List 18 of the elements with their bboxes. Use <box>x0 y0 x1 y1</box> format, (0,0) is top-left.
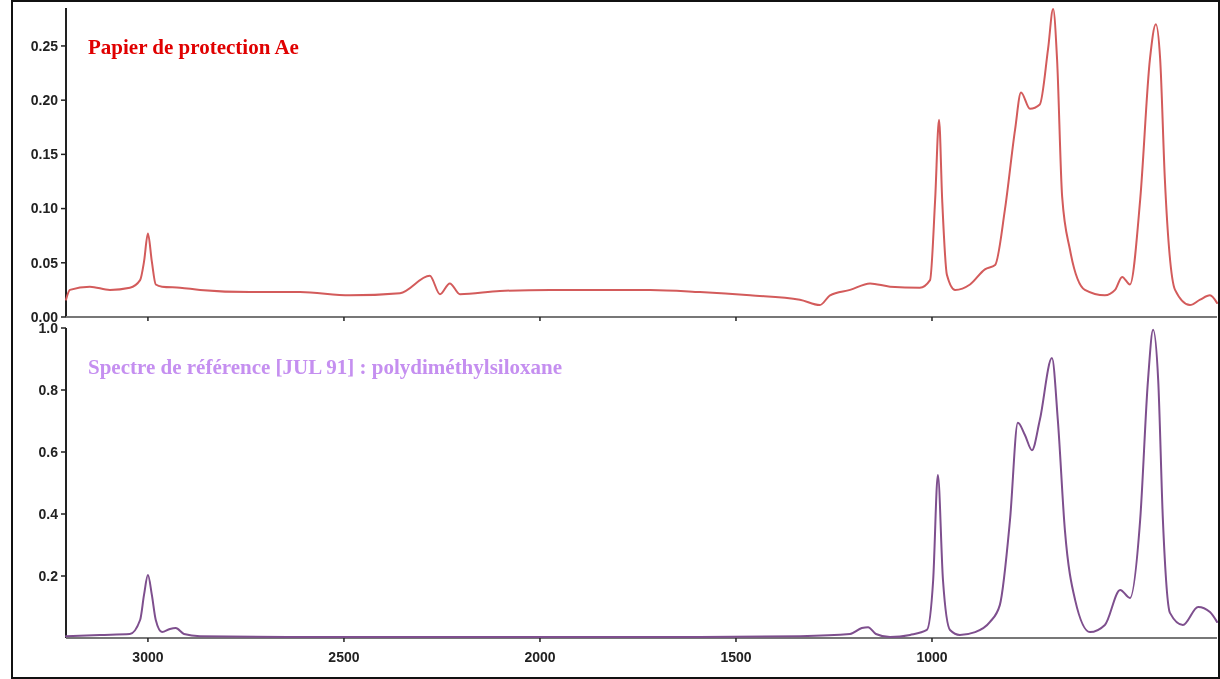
y-tick-label: 0.05 <box>30 254 59 271</box>
y-tick-label: 0.8 <box>38 381 59 398</box>
x-tick-label: 2000 <box>524 649 556 665</box>
text: Papier de protection Ae <box>88 35 299 59</box>
text: Spectre de référence [JUL 91] : polydiméthylsiloxane <box>88 355 562 379</box>
x-tick-label: 1500 <box>720 649 752 665</box>
y-tick-label: 0.25 <box>30 37 59 54</box>
y-tick-label: 0.4 <box>38 505 59 522</box>
x-tick-label: 2500 <box>328 649 360 665</box>
y-tick-label: 0.10 <box>30 200 59 217</box>
y-tick-label: 0.20 <box>30 92 59 109</box>
y-tick-label: 0.2 <box>38 567 59 584</box>
x-tick-label: 1000 <box>916 649 948 665</box>
line-series <box>65 328 1218 639</box>
y-tick-label: 0.6 <box>38 443 59 460</box>
x-tick-label: 3000 <box>132 649 164 665</box>
line-series <box>65 8 1218 307</box>
y-tick-label: 0.15 <box>30 146 59 163</box>
